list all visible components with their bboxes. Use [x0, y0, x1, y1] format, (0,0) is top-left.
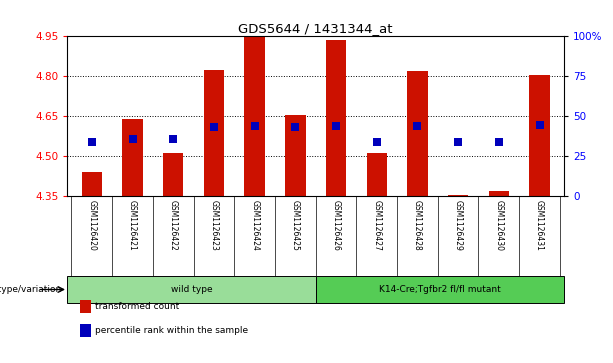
Point [87, 139, 97, 145]
Text: GSM1126421: GSM1126421 [128, 200, 137, 251]
Text: GSM1126420: GSM1126420 [87, 200, 96, 251]
Bar [67, 276, 316, 303]
Bar [316, 276, 564, 303]
Point [413, 123, 422, 129]
Bar [163, 154, 183, 196]
Bar [123, 119, 143, 196]
Bar [448, 195, 468, 196]
Text: wild type: wild type [171, 285, 212, 294]
Point [331, 123, 341, 129]
Point [535, 122, 544, 127]
Text: percentile rank within the sample: percentile rank within the sample [95, 326, 248, 335]
Bar [326, 40, 346, 196]
Bar [82, 172, 102, 196]
Text: GSM1126427: GSM1126427 [372, 200, 381, 251]
Bar [245, 36, 265, 196]
Point [128, 136, 137, 142]
Point [209, 125, 219, 130]
Text: K14-Cre;Tgfbr2 fl/fl mutant: K14-Cre;Tgfbr2 fl/fl mutant [379, 285, 501, 294]
Text: GSM1126422: GSM1126422 [169, 200, 178, 251]
Text: GSM1126429: GSM1126429 [454, 200, 463, 251]
Text: GSM1126424: GSM1126424 [250, 200, 259, 251]
Bar [407, 71, 428, 196]
Bar [530, 75, 550, 196]
Text: GSM1126428: GSM1126428 [413, 200, 422, 251]
Point [372, 139, 382, 145]
Bar [204, 70, 224, 196]
Point [169, 136, 178, 142]
Point [291, 125, 300, 130]
Point [249, 123, 259, 129]
Text: genotype/variation: genotype/variation [0, 285, 61, 294]
Bar [367, 154, 387, 196]
Text: GSM1126430: GSM1126430 [494, 200, 503, 251]
Bar [285, 115, 305, 196]
Text: GSM1126423: GSM1126423 [210, 200, 218, 251]
Bar [489, 191, 509, 196]
Text: transformed count: transformed count [95, 302, 179, 311]
Point [494, 139, 504, 145]
Title: GDS5644 / 1431344_at: GDS5644 / 1431344_at [238, 22, 393, 35]
Point [453, 139, 463, 145]
Text: GSM1126431: GSM1126431 [535, 200, 544, 251]
Text: GSM1126425: GSM1126425 [291, 200, 300, 251]
Text: GSM1126426: GSM1126426 [332, 200, 341, 251]
